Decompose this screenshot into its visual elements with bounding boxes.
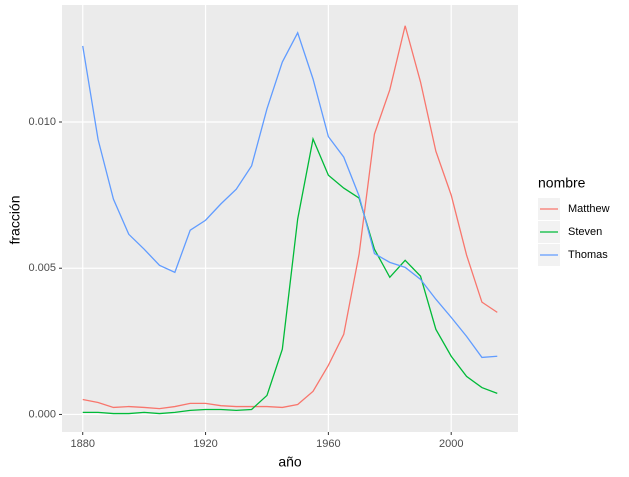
series-line	[82, 31, 498, 359]
x-tick-label: 1880	[70, 438, 94, 450]
x-tick-label: 1960	[316, 438, 340, 450]
x-tick-label: 1920	[193, 438, 217, 450]
y-tick-label: 0.005	[28, 262, 56, 274]
legend-title: nombre	[538, 175, 586, 191]
panel	[62, 5, 518, 432]
series-line	[82, 25, 498, 410]
y-axis-title: fracción	[7, 195, 23, 244]
y-tick-label: 0.010	[28, 116, 56, 128]
series-line	[82, 136, 498, 415]
x-axis-title: año	[278, 454, 302, 470]
legend-label: Matthew	[568, 203, 610, 215]
x-tick-label: 2000	[439, 438, 463, 450]
legend-label: Thomas	[568, 249, 608, 261]
y-tick-label: 0.000	[28, 408, 56, 420]
legend-label: Steven	[568, 226, 602, 238]
